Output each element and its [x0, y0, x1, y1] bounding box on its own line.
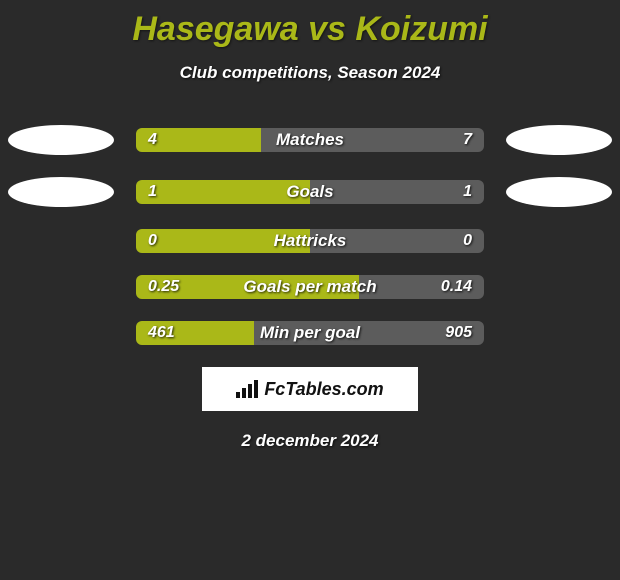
comparison-row: 0.25 0.14 Goals per match	[0, 275, 620, 299]
value-left: 1	[148, 183, 157, 201]
stat-label: Matches	[276, 130, 344, 150]
brand-box: FcTables.com	[202, 367, 418, 411]
stat-bar: 461 905 Min per goal	[136, 321, 484, 345]
comparison-row: 0 0 Hattricks	[0, 229, 620, 253]
player-avatar-right	[506, 177, 612, 207]
comparison-row: 1 1 Goals	[0, 177, 620, 207]
bars-icon	[236, 380, 258, 398]
comparison-row: 461 905 Min per goal	[0, 321, 620, 345]
value-left: 4	[148, 131, 157, 149]
stat-label: Hattricks	[274, 231, 347, 251]
value-right: 0	[463, 232, 472, 250]
value-left: 0.25	[148, 278, 179, 296]
value-left: 0	[148, 232, 157, 250]
stat-bar: 0 0 Hattricks	[136, 229, 484, 253]
value-right: 7	[463, 131, 472, 149]
value-right: 1	[463, 183, 472, 201]
player-avatar-left	[8, 177, 114, 207]
date-label: 2 december 2024	[0, 431, 620, 451]
bar-segment-left	[136, 180, 310, 204]
page-title: Hasegawa vs Koizumi	[0, 0, 620, 49]
player-avatar-left	[8, 125, 114, 155]
comparison-row: 4 7 Matches	[0, 125, 620, 155]
bar-segment-right	[310, 180, 484, 204]
stat-label: Min per goal	[260, 323, 360, 343]
value-right: 0.14	[441, 278, 472, 296]
stat-bar: 1 1 Goals	[136, 180, 484, 204]
stat-bar: 4 7 Matches	[136, 128, 484, 152]
stat-label: Goals	[286, 182, 333, 202]
value-left: 461	[148, 324, 175, 342]
player-avatar-right	[506, 125, 612, 155]
brand-logo: FcTables.com	[236, 379, 383, 400]
subtitle: Club competitions, Season 2024	[0, 63, 620, 83]
comparison-rows: 4 7 Matches 1 1 Goals 0 0 Hattricks 0.25 0.14 Goals…	[0, 125, 620, 345]
stat-label: Goals per match	[243, 277, 376, 297]
brand-text: FcTables.com	[264, 379, 383, 400]
stat-bar: 0.25 0.14 Goals per match	[136, 275, 484, 299]
value-right: 905	[445, 324, 472, 342]
